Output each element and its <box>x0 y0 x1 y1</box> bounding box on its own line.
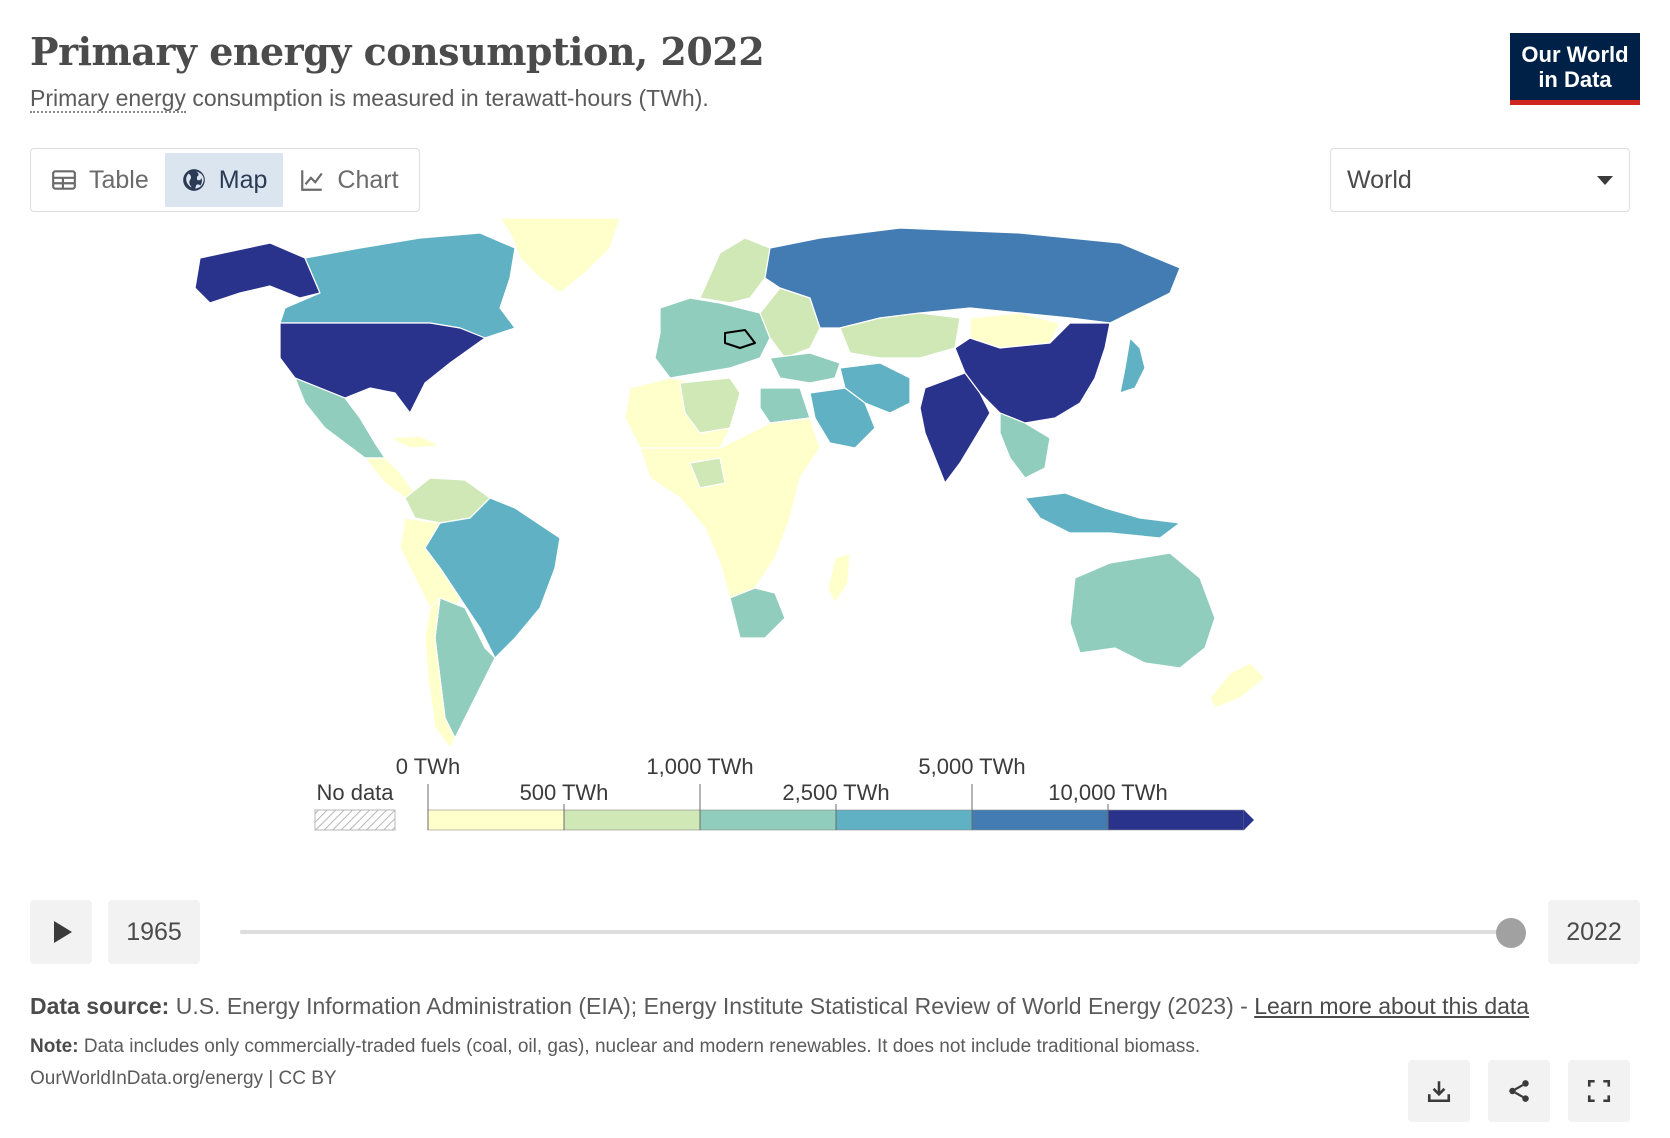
play-icon <box>54 921 72 943</box>
share-icon <box>1509 1080 1529 1102</box>
region-greenland[interactable] <box>499 217 621 294</box>
region-egypt[interactable] <box>759 387 811 424</box>
legend-ticks: 0 TWh 1,000 TWh 5,000 TWh 500 TWh 2,500 TWh 1… <box>396 754 1168 830</box>
share-button[interactable] <box>1488 1060 1550 1122</box>
legend-svg: No data 0 TWh 1,000 TWh 5,000 TWh 500 TWh 2,… <box>314 754 1254 831</box>
timeline-handle[interactable] <box>1496 918 1526 948</box>
region-indonesia[interactable] <box>1024 492 1181 539</box>
timeline: 1965 2022 <box>30 900 1640 964</box>
legend-tick-label: 1,000 TWh <box>646 754 753 779</box>
tab-map-label: Map <box>218 165 268 194</box>
legend-no-data-swatch <box>314 809 396 831</box>
globe-icon <box>182 169 205 191</box>
map-legend: No data 0 TWh 1,000 TWh 5,000 TWh 500 TWh 2,… <box>314 754 1330 888</box>
owid-logo[interactable]: Our World in Data <box>1510 33 1640 105</box>
note-text: Data includes only commercially-traded f… <box>78 1036 1201 1057</box>
region-turkey[interactable] <box>769 352 841 384</box>
region-madagascar[interactable] <box>827 552 851 604</box>
page-subtitle: Primary energy consumption is measured i… <box>30 84 1640 113</box>
region-central-america[interactable] <box>364 457 416 499</box>
fullscreen-button[interactable] <box>1568 1060 1630 1122</box>
legend-no-data-label: No data <box>316 780 394 805</box>
legend-no-data: No data <box>314 780 396 831</box>
legend-tick-label: 0 TWh <box>396 754 460 779</box>
legend-arrow <box>1244 810 1254 830</box>
world-map-svg <box>194 217 1266 749</box>
tab-table[interactable]: Table <box>35 153 165 207</box>
page-title: Primary energy consumption, 2022 <box>30 29 765 74</box>
chart-header: Primary energy consumption, 2022 Primary… <box>30 29 1640 113</box>
legend-bin[interactable] <box>1107 809 1245 831</box>
view-tabs: Table Map Chart <box>30 148 420 212</box>
legend-tick-label: 10,000 TWh <box>1048 780 1167 805</box>
region-nigeria[interactable] <box>689 457 726 489</box>
region-china[interactable] <box>954 322 1111 424</box>
subtitle-text: consumption is measured in terawatt-hour… <box>185 85 709 111</box>
legend-bin[interactable] <box>427 809 565 831</box>
timeline-track[interactable] <box>240 930 1512 934</box>
download-button[interactable] <box>1408 1060 1470 1122</box>
region-algeria[interactable] <box>679 377 741 434</box>
chart-footer: Data source: U.S. Energy Information Adm… <box>30 990 1640 1090</box>
chevron-down-icon <box>1597 175 1613 185</box>
table-icon <box>52 170 76 190</box>
region-russia[interactable] <box>764 227 1181 329</box>
learn-more-link[interactable]: Learn more about this data <box>1254 993 1530 1019</box>
legend-bins <box>427 809 1254 831</box>
region-japan[interactable] <box>1119 337 1146 394</box>
logo-line-1: Our World <box>1521 42 1629 67</box>
legend-bin[interactable] <box>835 809 973 831</box>
timeline-start-year[interactable]: 1965 <box>108 900 200 964</box>
logo-line-2: in Data <box>1538 67 1612 92</box>
data-source-label: Data source: <box>30 993 170 1019</box>
note-label: Note: <box>30 1036 79 1057</box>
region-central-africa[interactable] <box>639 417 821 599</box>
legend-bin[interactable] <box>971 809 1109 831</box>
tab-chart-label: Chart <box>337 165 399 194</box>
data-note: Note: Data includes only commercially-tr… <box>30 1034 1640 1060</box>
region-cuba[interactable] <box>389 435 441 449</box>
timeline-end-year[interactable]: 2022 <box>1548 900 1640 964</box>
legend-tick-label: 500 TWh <box>520 780 609 805</box>
tab-table-label: Table <box>89 165 149 194</box>
region-canada[interactable] <box>279 232 516 339</box>
world-map <box>120 217 1420 778</box>
tab-chart[interactable]: Chart <box>283 153 414 207</box>
region-scandinavia[interactable] <box>699 237 771 304</box>
region-south-africa[interactable] <box>729 587 786 639</box>
region-europe-west[interactable] <box>654 297 771 379</box>
tab-map[interactable]: Map <box>164 153 284 207</box>
region-india[interactable] <box>919 372 991 484</box>
subtitle-definition-link[interactable]: Primary energy <box>30 85 186 113</box>
entity-dropdown-value: World <box>1347 165 1412 194</box>
region-southeast-asia[interactable] <box>999 412 1051 479</box>
region-new-zealand[interactable] <box>1209 662 1266 709</box>
source-url[interactable]: OurWorldInData.org/energy | CC BY <box>30 1068 337 1089</box>
entity-dropdown[interactable]: World <box>1330 148 1630 212</box>
data-source: Data source: U.S. Energy Information Adm… <box>30 990 1640 1022</box>
region-balkans[interactable] <box>724 329 756 349</box>
action-buttons <box>1408 1060 1630 1122</box>
region-australia[interactable] <box>1069 552 1216 669</box>
play-button[interactable] <box>30 900 92 964</box>
region-saudi-arabia[interactable] <box>809 387 876 449</box>
fullscreen-icon <box>1587 1079 1611 1103</box>
legend-bin[interactable] <box>563 809 701 831</box>
line-chart-icon <box>301 170 324 191</box>
data-source-text: U.S. Energy Information Administration (… <box>169 993 1255 1019</box>
region-chile[interactable] <box>424 597 456 749</box>
legend-tick-label: 2,500 TWh <box>782 780 889 805</box>
legend-tick-label: 5,000 TWh <box>918 754 1025 779</box>
download-icon <box>1427 1081 1451 1103</box>
legend-bin[interactable] <box>699 809 837 831</box>
region-alaska[interactable] <box>194 242 321 304</box>
